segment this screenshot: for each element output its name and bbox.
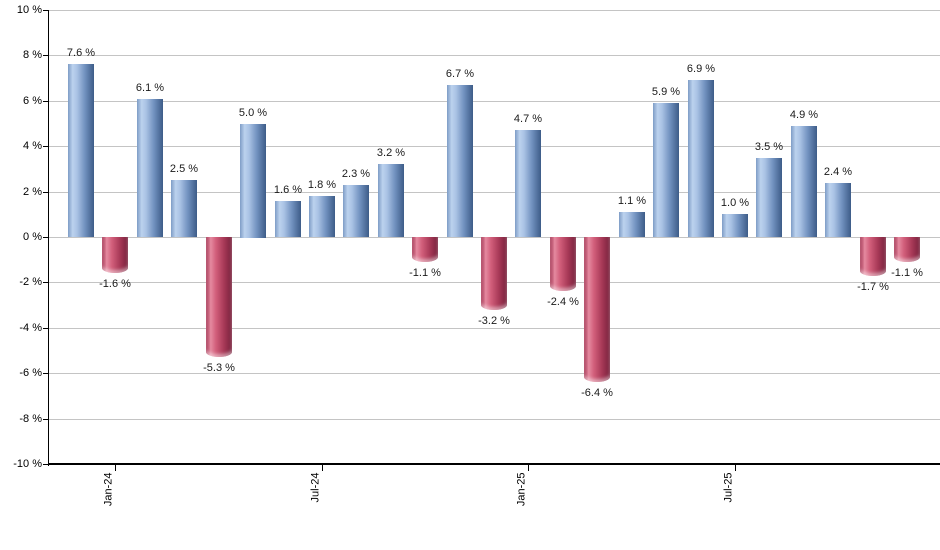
y-tick-mark xyxy=(43,55,48,56)
bar xyxy=(171,180,197,237)
y-axis-line xyxy=(48,10,49,466)
y-tick-mark xyxy=(43,419,48,420)
bar xyxy=(343,185,369,237)
bar xyxy=(825,183,851,237)
bar-value-label: 1.1 % xyxy=(617,195,647,207)
bar xyxy=(791,126,817,237)
gridline xyxy=(48,55,940,56)
bar xyxy=(860,237,886,276)
bar-value-label: 3.5 % xyxy=(754,141,784,153)
bar xyxy=(68,64,94,237)
y-tick-label: 0 % xyxy=(23,231,42,243)
bar-value-label: 6.7 % xyxy=(445,68,475,80)
bar-value-label: -5.3 % xyxy=(203,362,235,374)
bar-value-label: -3.2 % xyxy=(478,315,510,327)
bar-value-label: 5.9 % xyxy=(651,86,681,98)
bar xyxy=(894,237,920,262)
x-tick-mark xyxy=(322,463,323,471)
y-tick-label: 6 % xyxy=(23,95,42,107)
x-tick-mark xyxy=(115,463,116,471)
y-tick-mark xyxy=(43,282,48,283)
y-tick-label: -10 % xyxy=(13,458,42,470)
bar xyxy=(309,196,335,237)
bar-value-label: -1.1 % xyxy=(891,267,923,279)
bar-value-label: 1.8 % xyxy=(307,179,337,191)
y-tick-mark xyxy=(43,237,48,238)
bar xyxy=(756,158,782,237)
y-tick-mark xyxy=(43,146,48,147)
bar-value-label: 1.6 % xyxy=(273,184,303,196)
bar xyxy=(412,237,438,262)
gridline xyxy=(48,419,940,420)
y-tick-label: -4 % xyxy=(19,322,42,334)
y-tick-mark xyxy=(43,10,48,11)
bar xyxy=(688,80,714,237)
y-tick-mark xyxy=(43,328,48,329)
gridline xyxy=(48,101,940,102)
bar-value-label: -2.4 % xyxy=(547,296,579,308)
bar xyxy=(447,85,473,237)
y-tick-mark xyxy=(43,373,48,374)
bar xyxy=(102,237,128,273)
bar-value-label: 6.9 % xyxy=(686,63,716,75)
x-tick-mark xyxy=(735,463,736,471)
x-tick-label: Jan-25 xyxy=(515,472,528,507)
y-tick-label: 2 % xyxy=(23,186,42,198)
y-tick-label: -8 % xyxy=(19,413,42,425)
bar xyxy=(619,212,645,237)
bar-value-label: 4.9 % xyxy=(789,109,819,121)
bar xyxy=(550,237,576,291)
y-tick-mark xyxy=(43,101,48,102)
bar-value-label: 2.5 % xyxy=(169,163,199,175)
bar-value-label: 5.0 % xyxy=(238,107,268,119)
bar xyxy=(515,130,541,237)
bar-value-label: 6.1 % xyxy=(135,82,165,94)
x-tick-label: Jan-24 xyxy=(102,472,115,507)
bar-value-label: -6.4 % xyxy=(581,387,613,399)
bar xyxy=(481,237,507,310)
bar-value-label: 7.6 % xyxy=(66,47,96,59)
y-tick-label: 10 % xyxy=(16,4,42,16)
y-tick-mark xyxy=(43,464,48,465)
gridline xyxy=(48,373,940,374)
bar-value-label: -1.6 % xyxy=(99,278,131,290)
y-tick-mark xyxy=(43,192,48,193)
bar-value-label: 4.7 % xyxy=(513,113,543,125)
bar xyxy=(240,124,266,238)
y-tick-label: -6 % xyxy=(19,367,42,379)
x-tick-label: Jul-25 xyxy=(722,472,735,503)
bar xyxy=(206,237,232,357)
bar-value-label: -1.1 % xyxy=(409,267,441,279)
y-tick-label: 4 % xyxy=(23,140,42,152)
y-tick-label: -2 % xyxy=(19,276,42,288)
gridline xyxy=(48,328,940,329)
bar xyxy=(653,103,679,237)
bar xyxy=(275,201,301,237)
bar-value-label: 1.0 % xyxy=(720,197,750,209)
gridline xyxy=(48,146,940,147)
y-tick-label: 8 % xyxy=(23,49,42,61)
gridline xyxy=(48,192,940,193)
bar xyxy=(722,214,748,237)
x-tick-mark xyxy=(528,463,529,471)
bar-value-label: -1.7 % xyxy=(857,281,889,293)
bar xyxy=(378,164,404,237)
bar-value-label: 2.3 % xyxy=(341,168,371,180)
bar xyxy=(584,237,610,382)
x-axis-line xyxy=(48,463,940,465)
bar-value-label: 2.4 % xyxy=(823,166,853,178)
bar xyxy=(137,99,163,237)
gridline xyxy=(48,10,940,11)
bar-value-label: 3.2 % xyxy=(376,147,406,159)
x-tick-label: Jul-24 xyxy=(309,472,322,503)
